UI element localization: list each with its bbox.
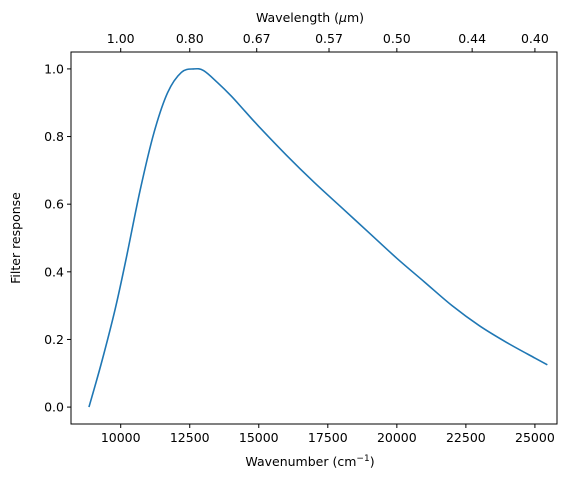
top-x-axis-label: Wavelength (μm): [256, 10, 364, 25]
x-tick-label: 25000: [515, 430, 555, 445]
top-tick-label: 0.67: [243, 31, 271, 46]
top-tick-label: 0.57: [315, 31, 343, 46]
y-tick-label: 0.8: [44, 129, 64, 144]
y-tick-label: 0.4: [44, 264, 64, 279]
y-tick-label: 0.2: [44, 332, 64, 347]
top-tick-label: 0.44: [458, 31, 486, 46]
top-tick-label: 0.50: [383, 31, 411, 46]
x-tick-label: 17500: [308, 430, 348, 445]
plot-frame: [70, 51, 558, 425]
y-tick-label: 1.0: [44, 61, 64, 76]
y-axis-label: Filter response: [8, 192, 23, 284]
x-tick-label: 10000: [101, 430, 141, 445]
x-tick-label: 12500: [170, 430, 210, 445]
y-tick-label: 0.0: [44, 400, 64, 415]
x-axis-label: Wavenumber (cm−1): [245, 454, 374, 469]
x-tick-label: 15000: [239, 430, 279, 445]
top-tick-label: 0.80: [176, 31, 204, 46]
x-tick-label: 22500: [446, 430, 486, 445]
top-tick-label: 0.40: [521, 31, 549, 46]
filter-response-line: [88, 67, 548, 408]
top-tick-label: 1.00: [107, 31, 135, 46]
y-tick-label: 0.6: [44, 197, 64, 212]
x-tick-label: 20000: [377, 430, 417, 445]
